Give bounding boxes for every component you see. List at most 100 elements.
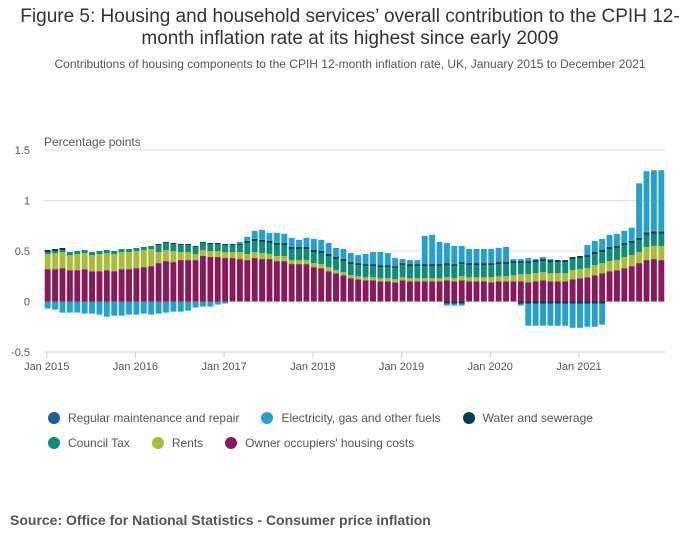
- bar-segment[interactable]: [532, 301, 539, 304]
- bar-segment[interactable]: [569, 279, 576, 302]
- bar-segment[interactable]: [480, 281, 487, 302]
- legend-item[interactable]: Rents: [151, 436, 203, 450]
- bar-segment[interactable]: [599, 238, 606, 250]
- bar-segment[interactable]: [569, 301, 576, 304]
- bar-segment[interactable]: [74, 254, 81, 271]
- bar-segment[interactable]: [170, 262, 177, 302]
- bar-segment[interactable]: [488, 265, 495, 278]
- bar-segment[interactable]: [170, 242, 177, 244]
- bar-segment[interactable]: [355, 265, 362, 277]
- bar-segment[interactable]: [273, 242, 280, 245]
- bar-segment[interactable]: [650, 231, 657, 234]
- bar-segment[interactable]: [148, 301, 155, 315]
- bar-segment[interactable]: [236, 241, 243, 244]
- bar-segment[interactable]: [340, 275, 347, 302]
- bar-segment[interactable]: [421, 281, 428, 302]
- bar-segment[interactable]: [451, 303, 458, 306]
- bar-segment[interactable]: [577, 301, 583, 304]
- bar-segment[interactable]: [540, 301, 546, 304]
- bar-segment[interactable]: [185, 243, 192, 245]
- bar-segment[interactable]: [148, 245, 155, 249]
- bar-segment[interactable]: [325, 256, 332, 268]
- bar-segment[interactable]: [103, 270, 110, 302]
- bar-segment[interactable]: [480, 263, 487, 266]
- bar-segment[interactable]: [340, 272, 347, 276]
- bar-segment[interactable]: [325, 267, 332, 272]
- bar-segment[interactable]: [59, 301, 66, 313]
- bar-segment[interactable]: [628, 227, 635, 241]
- bar-segment[interactable]: [421, 278, 428, 282]
- bar-segment[interactable]: [185, 301, 192, 311]
- bar-segment[interactable]: [458, 276, 465, 281]
- bar-segment[interactable]: [155, 244, 162, 253]
- bar-segment[interactable]: [650, 259, 657, 302]
- bar-segment[interactable]: [532, 303, 539, 326]
- bar-segment[interactable]: [362, 266, 369, 278]
- bar-segment[interactable]: [236, 259, 243, 302]
- bar-segment[interactable]: [355, 276, 362, 280]
- bar-segment[interactable]: [547, 259, 554, 261]
- bar-segment[interactable]: [155, 243, 162, 245]
- bar-segment[interactable]: [591, 301, 598, 304]
- bar-segment[interactable]: [222, 301, 229, 304]
- bar-segment[interactable]: [214, 242, 221, 244]
- bar-segment[interactable]: [310, 249, 317, 253]
- bar-segment[interactable]: [584, 257, 591, 269]
- bar-segment[interactable]: [281, 242, 288, 245]
- bar-segment[interactable]: [44, 269, 51, 302]
- bar-segment[interactable]: [303, 237, 310, 247]
- bar-segment[interactable]: [347, 264, 354, 276]
- bar-segment[interactable]: [362, 264, 369, 267]
- bar-segment[interactable]: [510, 281, 517, 302]
- bar-segment[interactable]: [81, 301, 88, 314]
- bar-segment[interactable]: [177, 244, 184, 253]
- bar-segment[interactable]: [222, 252, 229, 259]
- bar-segment[interactable]: [517, 263, 524, 275]
- bar-segment[interactable]: [510, 259, 517, 262]
- bar-segment[interactable]: [495, 262, 502, 265]
- bar-segment[interactable]: [540, 303, 546, 326]
- bar-segment[interactable]: [547, 260, 554, 263]
- bar-segment[interactable]: [177, 252, 184, 261]
- bar-segment[interactable]: [133, 301, 140, 315]
- bar-segment[interactable]: [140, 249, 147, 268]
- bar-segment[interactable]: [229, 252, 236, 259]
- bar-segment[interactable]: [650, 233, 657, 246]
- bar-segment[interactable]: [613, 260, 620, 271]
- bar-segment[interactable]: [525, 263, 532, 275]
- bar-segment[interactable]: [163, 301, 169, 313]
- bar-segment[interactable]: [89, 255, 96, 272]
- bar-segment[interactable]: [577, 278, 583, 302]
- bar-segment[interactable]: [303, 260, 310, 265]
- bar-segment[interactable]: [81, 249, 88, 254]
- bar-segment[interactable]: [613, 247, 620, 261]
- bar-segment[interactable]: [606, 271, 613, 302]
- bar-segment[interactable]: [584, 277, 591, 302]
- bar-segment[interactable]: [510, 263, 517, 276]
- bar-segment[interactable]: [488, 282, 495, 302]
- bar-segment[interactable]: [81, 269, 88, 302]
- bar-segment[interactable]: [81, 253, 88, 270]
- bar-segment[interactable]: [503, 281, 510, 302]
- bar-segment[interactable]: [251, 238, 258, 241]
- bar-segment[interactable]: [96, 301, 103, 315]
- bar-segment[interactable]: [296, 248, 303, 261]
- bar-segment[interactable]: [554, 281, 561, 302]
- bar-segment[interactable]: [621, 244, 628, 258]
- bar-segment[interactable]: [384, 278, 391, 282]
- bar-segment[interactable]: [296, 246, 303, 249]
- bar-segment[interactable]: [443, 242, 450, 264]
- bar-segment[interactable]: [333, 259, 339, 271]
- bar-segment[interactable]: [347, 262, 354, 265]
- bar-segment[interactable]: [103, 301, 110, 317]
- bar-segment[interactable]: [577, 256, 583, 259]
- bar-segment[interactable]: [636, 263, 643, 302]
- bar-segment[interactable]: [517, 274, 524, 282]
- bar-segment[interactable]: [621, 257, 628, 269]
- bar-segment[interactable]: [599, 273, 606, 302]
- bar-segment[interactable]: [466, 248, 473, 264]
- bar-segment[interactable]: [606, 246, 613, 249]
- bar-segment[interactable]: [192, 260, 199, 302]
- bar-segment[interactable]: [59, 268, 66, 302]
- bar-segment[interactable]: [199, 249, 206, 257]
